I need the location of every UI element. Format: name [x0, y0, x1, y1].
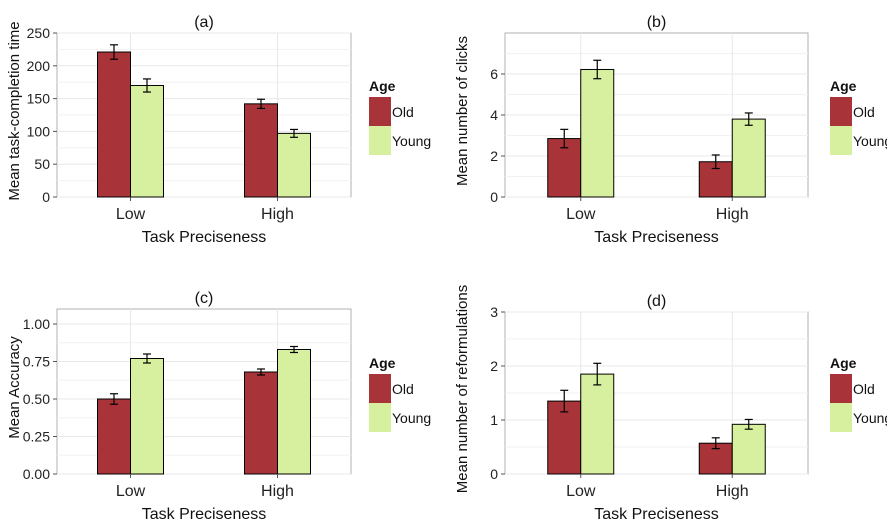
x-axis-label: Task Preciseness	[594, 229, 719, 246]
chart-title: (c)	[195, 290, 214, 307]
x-tick-label: Low	[116, 206, 146, 223]
x-axis-label: Task Preciseness	[142, 229, 267, 246]
bar-young-low	[580, 68, 615, 198]
bar-young-high	[731, 118, 766, 198]
x-tick-label: Low	[116, 483, 146, 500]
y-tick-label: 250	[27, 25, 51, 41]
legend-title: Age	[369, 355, 396, 371]
x-tick-label: Low	[566, 206, 596, 223]
legend-label: Old	[853, 381, 875, 397]
y-tick-label: 0	[490, 189, 498, 205]
legend-swatch-old	[369, 374, 391, 403]
bar-young-high	[277, 132, 311, 198]
bar-old-high	[244, 371, 278, 475]
legend-label: Old	[392, 104, 414, 120]
y-tick-label: 0	[490, 466, 498, 482]
legend-title: Age	[369, 78, 396, 94]
legend-swatch-old	[830, 374, 852, 403]
legend: Age Old Young	[369, 78, 431, 155]
legend-label: Young	[853, 133, 887, 149]
y-tick-label: 100	[27, 123, 51, 139]
y-axis-label: Mean Accuracy	[6, 336, 23, 439]
x-tick-label: High	[261, 206, 294, 223]
bar-young-high	[731, 423, 766, 475]
y-tick-label: 4	[490, 107, 498, 123]
bar-young-low	[580, 373, 615, 475]
chart-panel-d: 0 1 2 3 Low High (d) Task Preciseness Mean numbe…	[454, 285, 887, 523]
y-tick-label: 0.00	[23, 466, 50, 482]
legend-label: Young	[392, 133, 431, 149]
legend-swatch-old	[830, 97, 852, 126]
bar-young-low	[130, 358, 164, 475]
x-tick-label: High	[716, 206, 749, 223]
y-tick-label: 200	[27, 58, 51, 74]
bar-young-low	[130, 84, 164, 198]
chart-title: (d)	[647, 293, 667, 310]
legend: Age Old Young	[369, 355, 431, 432]
bar-old-low	[97, 398, 131, 475]
x-axis-label: Task Preciseness	[594, 506, 719, 523]
legend-label: Young	[853, 410, 887, 426]
y-tick-label: 1	[490, 412, 498, 428]
chart-panel-a: 0 50 100 150 200 250 Low High (a) Task Precisenes…	[6, 14, 431, 246]
legend-swatch-young	[369, 126, 391, 155]
chart-title: (a)	[194, 14, 214, 31]
y-tick-label: 2	[490, 358, 498, 374]
y-tick-label: 50	[34, 156, 50, 172]
legend-label: Old	[853, 104, 875, 120]
y-tick-label: 0.25	[23, 429, 50, 445]
y-tick-label: 3	[490, 304, 498, 320]
y-tick-label: 2	[490, 148, 498, 164]
chart-panel-b: 0 2 4 6 Low High (b) Task Preciseness Mean numbe…	[454, 14, 887, 246]
y-axis-label: Mean number of clicks	[454, 36, 471, 186]
legend-swatch-young	[830, 126, 852, 155]
y-tick-label: 6	[490, 66, 498, 82]
x-axis-label: Task Preciseness	[142, 506, 267, 523]
y-tick-label: 150	[27, 91, 51, 107]
legend-swatch-young	[830, 403, 852, 432]
legend-title: Age	[830, 78, 857, 94]
legend: Age Old Young	[830, 78, 887, 155]
y-axis-label: Mean task-completion time	[6, 21, 23, 200]
y-tick-label: 0	[42, 189, 50, 205]
x-tick-label: High	[716, 483, 749, 500]
legend-label: Old	[392, 381, 414, 397]
x-tick-label: High	[261, 483, 294, 500]
bar-young-high	[277, 349, 311, 475]
chart-title: (b)	[647, 14, 667, 31]
legend-label: Young	[392, 410, 431, 426]
legend-swatch-young	[369, 403, 391, 432]
bar-old-high	[244, 103, 278, 198]
y-tick-label: 0.50	[23, 391, 50, 407]
x-tick-label: Low	[566, 483, 596, 500]
y-tick-label: 0.75	[23, 354, 50, 370]
legend: Age Old Young	[830, 355, 887, 432]
y-axis-label: Mean number of reformulations	[454, 285, 471, 493]
legend-title: Age	[830, 355, 857, 371]
chart-panel-c: 0.00 0.25 0.50 0.75 1.00 Low High (c) Task Preci…	[6, 290, 431, 523]
bar-old-low	[97, 51, 131, 198]
legend-swatch-old	[369, 97, 391, 126]
y-tick-label: 1.00	[23, 316, 50, 332]
